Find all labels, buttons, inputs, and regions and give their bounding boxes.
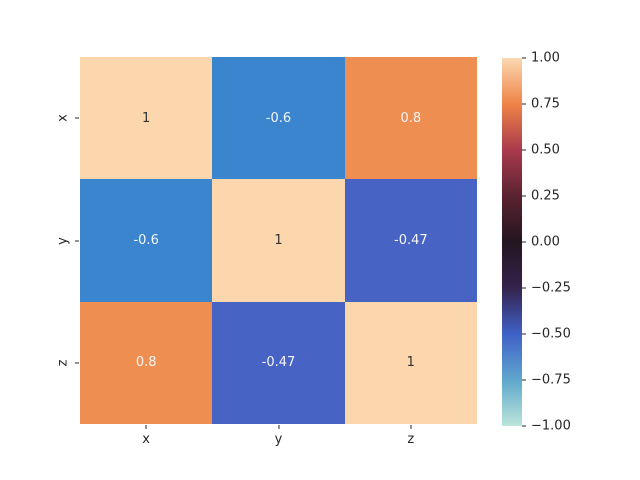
cell-value: 0.8 [135,355,157,371]
y-axis: x y z [0,57,80,424]
colorbar-tick-mark [522,57,526,59]
x-axis: x y z [80,424,477,450]
colorbar-tick-mark [522,195,526,197]
heatmap-cell-yy: 1 [212,179,345,302]
cell-value: -0.47 [394,232,428,248]
heatmap-cell-xy: -0.6 [212,57,345,180]
x-tick-label-x: x [142,432,151,447]
colorbar-tick-label: 0.50 [531,142,560,158]
colorbar-tick-label: −1.00 [531,418,571,434]
heatmap-cell-xx: 1 [80,57,213,180]
colorbar [502,58,522,426]
cell-value: 1 [142,110,151,126]
x-tick-mark [410,425,412,429]
cell-value: 0.8 [400,110,422,126]
y-tick-label-x: x [55,114,71,123]
cell-value: 1 [406,355,415,371]
colorbar-tick-mark [522,241,526,243]
x-tick-mark [278,425,279,429]
colorbar-tick-mark [522,379,526,381]
x-tick-label-z: z [407,432,415,447]
heatmap-cell-zx: 0.8 [80,301,213,424]
colorbar-tick-label: 0.00 [531,234,560,250]
colorbar-tick-label: −0.50 [531,326,571,342]
heatmap-cell-zz: 1 [344,301,477,424]
colorbar-tick-mark [522,425,526,427]
y-tick-mark [75,240,79,241]
colorbar-tick-mark [522,333,526,335]
colorbar-tick-mark [522,149,526,151]
x-tick-label-y: y [274,432,283,447]
cell-value: -0.6 [133,232,159,248]
colorbar-tick-label: 1.00 [531,50,560,66]
y-tick-label-z: z [55,359,71,367]
heatmap-cell-yz: -0.47 [344,179,477,302]
cell-value: 1 [274,232,283,248]
heatmap-cell-zy: -0.47 [212,301,345,424]
colorbar-tick-label: 0.75 [531,96,560,112]
colorbar-tick-mark [522,103,526,105]
cell-value: -0.6 [265,110,292,126]
colorbar-tick-label: −0.75 [531,372,571,388]
heatmap-cell-yx: -0.6 [80,179,213,302]
colorbar-tick-mark [522,287,526,289]
y-tick-mark [75,362,79,364]
heatmap-cell-xz: 0.8 [344,57,477,180]
colorbar-tick-label: 0.25 [531,188,560,204]
cell-value: -0.47 [261,355,296,371]
y-tick-label-y: y [55,236,71,245]
x-tick-mark [145,425,147,429]
heatmap-grid: 1 -0.6 0.8 -0.6 1 -0.47 0.8 -0.47 1 [80,57,477,424]
y-tick-mark [75,117,79,119]
colorbar-tick-label: −0.25 [531,280,571,296]
colorbar-ticks: 1.00 0.75 0.50 0.25 0.00 −0.25 −0.50 −0.75 −1.00 [522,52,592,433]
